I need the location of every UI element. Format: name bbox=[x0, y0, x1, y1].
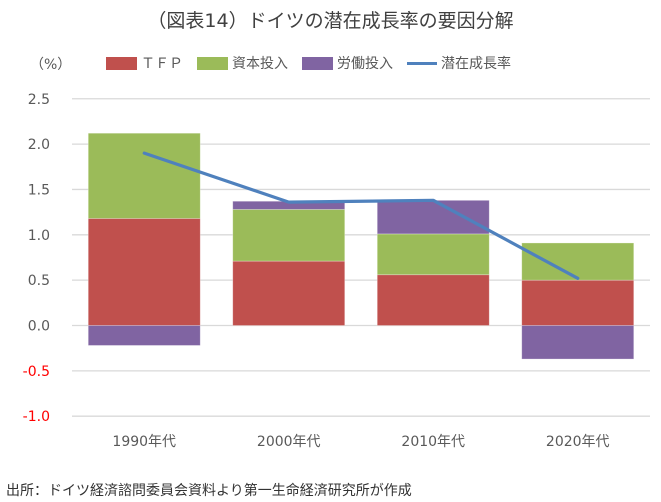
legend-item-tfp: ＴＦＰ bbox=[106, 53, 183, 73]
legend-swatch-tfp bbox=[106, 56, 137, 70]
legend-item-potential-growth: 潜在成長率 bbox=[407, 53, 511, 73]
y-tick-label: 0.0 bbox=[28, 319, 50, 335]
x-tick-label: 2020年代 bbox=[546, 434, 610, 450]
y-tick-label: 1.0 bbox=[28, 228, 50, 244]
legend-swatch-labor bbox=[302, 56, 333, 70]
legend-label: ＴＦＰ bbox=[141, 56, 183, 72]
legend-swatch-capital bbox=[197, 56, 228, 70]
x-tick-label: 1990年代 bbox=[112, 434, 176, 450]
chart-legend: ＴＦＰ 資本投入 労働投入 潜在成長率 bbox=[106, 53, 525, 73]
y-tick-label: -0.5 bbox=[23, 364, 50, 380]
bar-segment bbox=[87, 132, 201, 219]
y-axis-unit-label: （%） bbox=[30, 57, 72, 73]
y-tick-label: -1.0 bbox=[23, 409, 50, 425]
y-tick-label: 2.5 bbox=[28, 92, 50, 108]
bar-segment bbox=[376, 274, 490, 326]
potential-growth-line bbox=[142, 151, 580, 280]
source-note: 出所：ドイツ経済諮問委員会資料より第一生命経済研究所が作成 bbox=[6, 483, 412, 499]
y-tick-label: 2.0 bbox=[28, 137, 50, 153]
x-tick-label: 2010年代 bbox=[401, 434, 465, 450]
bar-segment bbox=[87, 218, 201, 326]
legend-line-potential-growth bbox=[407, 61, 437, 65]
bar-segment bbox=[376, 233, 490, 276]
y-tick-label: 1.5 bbox=[28, 182, 50, 198]
x-tick-label: 2000年代 bbox=[257, 434, 321, 450]
bar-segment bbox=[232, 209, 346, 262]
bar-segment bbox=[521, 325, 635, 360]
legend-label: 労働投入 bbox=[337, 56, 393, 72]
bar-segment bbox=[521, 279, 635, 326]
bar-segment bbox=[232, 260, 346, 326]
bar-segment bbox=[87, 325, 201, 346]
chart-title: （図表14）ドイツの潜在成長率の要因分解 bbox=[147, 10, 514, 32]
legend-item-capital: 資本投入 bbox=[197, 53, 288, 73]
bar-segment bbox=[521, 242, 635, 281]
y-tick-label: 0.5 bbox=[28, 273, 50, 289]
bar-segment bbox=[376, 199, 490, 235]
legend-label: 資本投入 bbox=[232, 56, 288, 72]
legend-label: 潜在成長率 bbox=[441, 56, 511, 72]
legend-item-labor: 労働投入 bbox=[302, 53, 393, 73]
chart-plot-area: 2.5 2.0 1.5 1.0 0.5 0.0 -0.5 -1.0 1990年代 2000年代 20… bbox=[23, 92, 650, 450]
